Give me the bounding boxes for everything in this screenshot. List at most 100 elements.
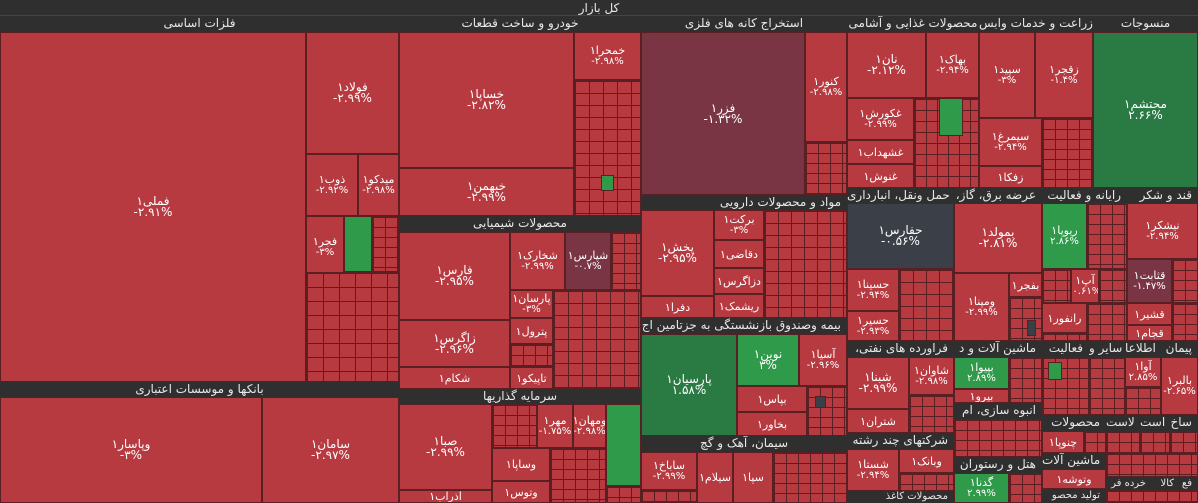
tile-tapiko[interactable]: تاپیکو۱ [510,367,553,389]
tile-gadna[interactable]: گدنا۱ ۲.۹۹% [954,473,1009,503]
section-estekhraj[interactable]: استخراج کانه های فلزی [641,16,847,32]
section-sayer[interactable]: سایر و [1089,341,1125,357]
tile-barakat[interactable]: برکت۱ -۳% [714,210,764,240]
tile-green-khodro[interactable] [601,175,614,191]
tile-group-misc[interactable] [1106,453,1198,477]
section-mansoojat[interactable]: منسوجات [1093,16,1198,32]
tile-daghi[interactable]: دقاضی۱ [714,240,764,268]
tile-zob[interactable]: ذوب۱ -۲.۹۲% [306,154,358,216]
tile-sifars[interactable]: سیلام۱ [697,452,733,503]
tile-vtoosh[interactable]: وتوشه۱ [1042,469,1106,489]
section-khodro[interactable]: خودرو و ساخت قطعات [399,16,641,32]
section-ghand[interactable]: قند و شکر [1127,188,1198,203]
tile-group-mashin[interactable] [1009,357,1042,403]
section-lasat[interactable]: لاست [1106,415,1140,431]
tile-balbar[interactable]: بالبر۱ -۲.۶۵% [1161,357,1198,415]
tile-saman[interactable]: سامان۱ -۲.۹۷% [262,397,399,503]
tile-shpars[interactable]: شپارس۱ -۰.۷% [565,232,611,290]
tile-khamra[interactable]: خمحرا۱ -۲.۹۸% [574,32,641,80]
tile-parsan[interactable]: پارسان۱ -۳% [510,290,553,318]
tile-bkhavar[interactable]: بخاور۱ [737,412,807,436]
tile-mahtasham[interactable]: محتشم۱ ۲.۶۶% [1093,32,1198,188]
section-etela[interactable]: اطلاعا [1125,341,1161,357]
tile-shavan[interactable]: شاوان۱ -۲.۹۸% [909,357,954,395]
tile-group-felezat[interactable] [306,272,399,382]
section-kala[interactable]: کالا [1152,477,1180,490]
section-faaliat[interactable]: فعالیت [1042,341,1089,357]
tile-shkam[interactable]: شکام۱ [399,367,510,389]
tile-green-faaliat[interactable] [1048,362,1062,380]
section-haml[interactable]: حمل ونقل، انبارداری [847,188,954,203]
tile-novin[interactable]: نوین۱ ۳% [737,334,799,386]
section-rayane[interactable]: رایانه و فعالیت [1042,188,1127,203]
tile-group-sakh[interactable] [1170,431,1198,453]
tile-midko[interactable]: میدکو۱ -۲.۹۸% [358,154,399,216]
tile-petrol[interactable]: پترول۱ [510,318,553,344]
section-hotel[interactable]: هتل و رستوران [954,457,1042,473]
tile-azarab[interactable]: آذراب۱ [399,490,492,503]
tile-bpas[interactable]: بپاس۱ [737,386,807,412]
tile-group-naft[interactable] [909,395,954,433]
tile-group-daroei[interactable] [764,210,847,318]
tile-group-haml[interactable] [899,269,954,341]
tile-ghshahdab[interactable]: غشهداب۱ [847,140,914,164]
tile-group-ghand[interactable] [1172,259,1198,303]
tile-group-felezat[interactable] [372,216,399,272]
tile-bjahr[interactable]: بفجر۱ [1009,273,1042,297]
tile-group-shimiaei[interactable] [510,344,553,367]
tile-group-sayer[interactable] [1089,357,1125,415]
tile-ghtabat[interactable]: قثابت۱ -۱.۴۷% [1127,259,1172,303]
section-asat[interactable]: است [1140,415,1170,431]
tile-green-sarmaye[interactable] [606,404,641,486]
section-shimiaei[interactable]: محصولات شیمیایی [399,216,641,232]
tile-sepa[interactable]: سپا۱ [733,452,773,503]
tile-shasta[interactable]: شستا۱ -۲.۹۴% [847,449,899,491]
section-mahsoolat[interactable]: محصولات [1042,415,1106,431]
tile-khesapa[interactable]: خساپا۱ -۲.۸۲% [399,32,574,168]
tile-khemehr[interactable]: خبهمن۱ -۲.۹۹% [399,168,574,216]
tile-nan[interactable]: نان۱ -۲.۱۲% [847,32,926,98]
tile-sepid[interactable]: سپید۱ -۳% [979,32,1035,118]
tile-shetran[interactable]: شتران۱ [847,409,909,433]
tile-group-bargh[interactable] [1009,297,1042,341]
tile-group-hotel[interactable] [1009,473,1042,503]
tile-ranfor[interactable]: رانفور۱ [1042,303,1087,333]
tile-group-bimeh[interactable] [807,386,847,436]
section-felezat[interactable]: فلزات اساسی [0,16,399,32]
tile-pakhsh[interactable]: پخش۱ -۲.۹۵% [641,210,714,296]
section-bank[interactable]: بانکها و موسسات اعتباری [0,382,399,397]
tile-fameli[interactable]: فملی۱ -۲.۹۱% [0,32,306,382]
tile-ghnosh[interactable]: غنوش۱ [847,164,914,188]
tile-group-rayane[interactable] [1042,269,1071,303]
tile-fajr[interactable]: فجر۱ -۳% [306,216,344,278]
tile-nishkar[interactable]: نیشکر۱ -۲.۹۴% [1127,203,1198,259]
tile-vtoos[interactable]: وتوس۱ [492,481,550,503]
tile-gray-bimeh[interactable] [815,396,826,408]
tile-group-zeraat[interactable] [1042,118,1093,188]
tile-zaqfa[interactable]: زفکا۱ [979,166,1042,188]
tile-vapasar[interactable]: وپاسار۱ -۳% [0,397,262,503]
section-naft[interactable]: ،فراورده های نفتی [847,341,954,357]
section-sarmaye[interactable]: سرمایه گذاریها [399,389,641,404]
section-daroei[interactable]: مواد و محصولات دارویی [641,195,847,210]
section-chand[interactable]: شرکتهای چند رشته [847,433,954,449]
tile-group-rayane[interactable] [1042,333,1087,341]
tile-group-siman[interactable] [641,490,697,503]
tile-ghjam[interactable]: قجام۱ [1127,325,1172,341]
tile-group-rayane[interactable] [1087,303,1127,341]
tile-vmapna[interactable]: ومپنا۱ -۲.۹۹% [954,273,1009,341]
tile-group-rayane[interactable] [1087,203,1127,269]
section-kharde[interactable]: خرده فر [1106,477,1152,490]
tile-group-asat[interactable] [1140,431,1170,453]
section-zeraat[interactable]: زراعت و خدمات وابس [979,16,1093,32]
tile-fars[interactable]: فارس۱ -۲.۹۵% [399,232,510,320]
tile-vsapa[interactable]: وساپا۱ [492,448,550,481]
section-kagh[interactable]: محصولات کاغذ [847,491,954,503]
tile-group-rayane[interactable] [1099,269,1127,303]
tile-zagros[interactable]: زاگرس۱ -۲.۹۶% [399,320,510,367]
section-bargh[interactable]: ،عرضه برق، گاز [954,188,1042,203]
tile-group-siman[interactable] [773,452,847,503]
section-tolid[interactable]: تولید محصو [1042,489,1106,503]
tile-gray-bargh[interactable] [1027,320,1036,336]
tile-ghkoresh[interactable]: غکورش۱ -۲.۹۹% [847,98,914,140]
